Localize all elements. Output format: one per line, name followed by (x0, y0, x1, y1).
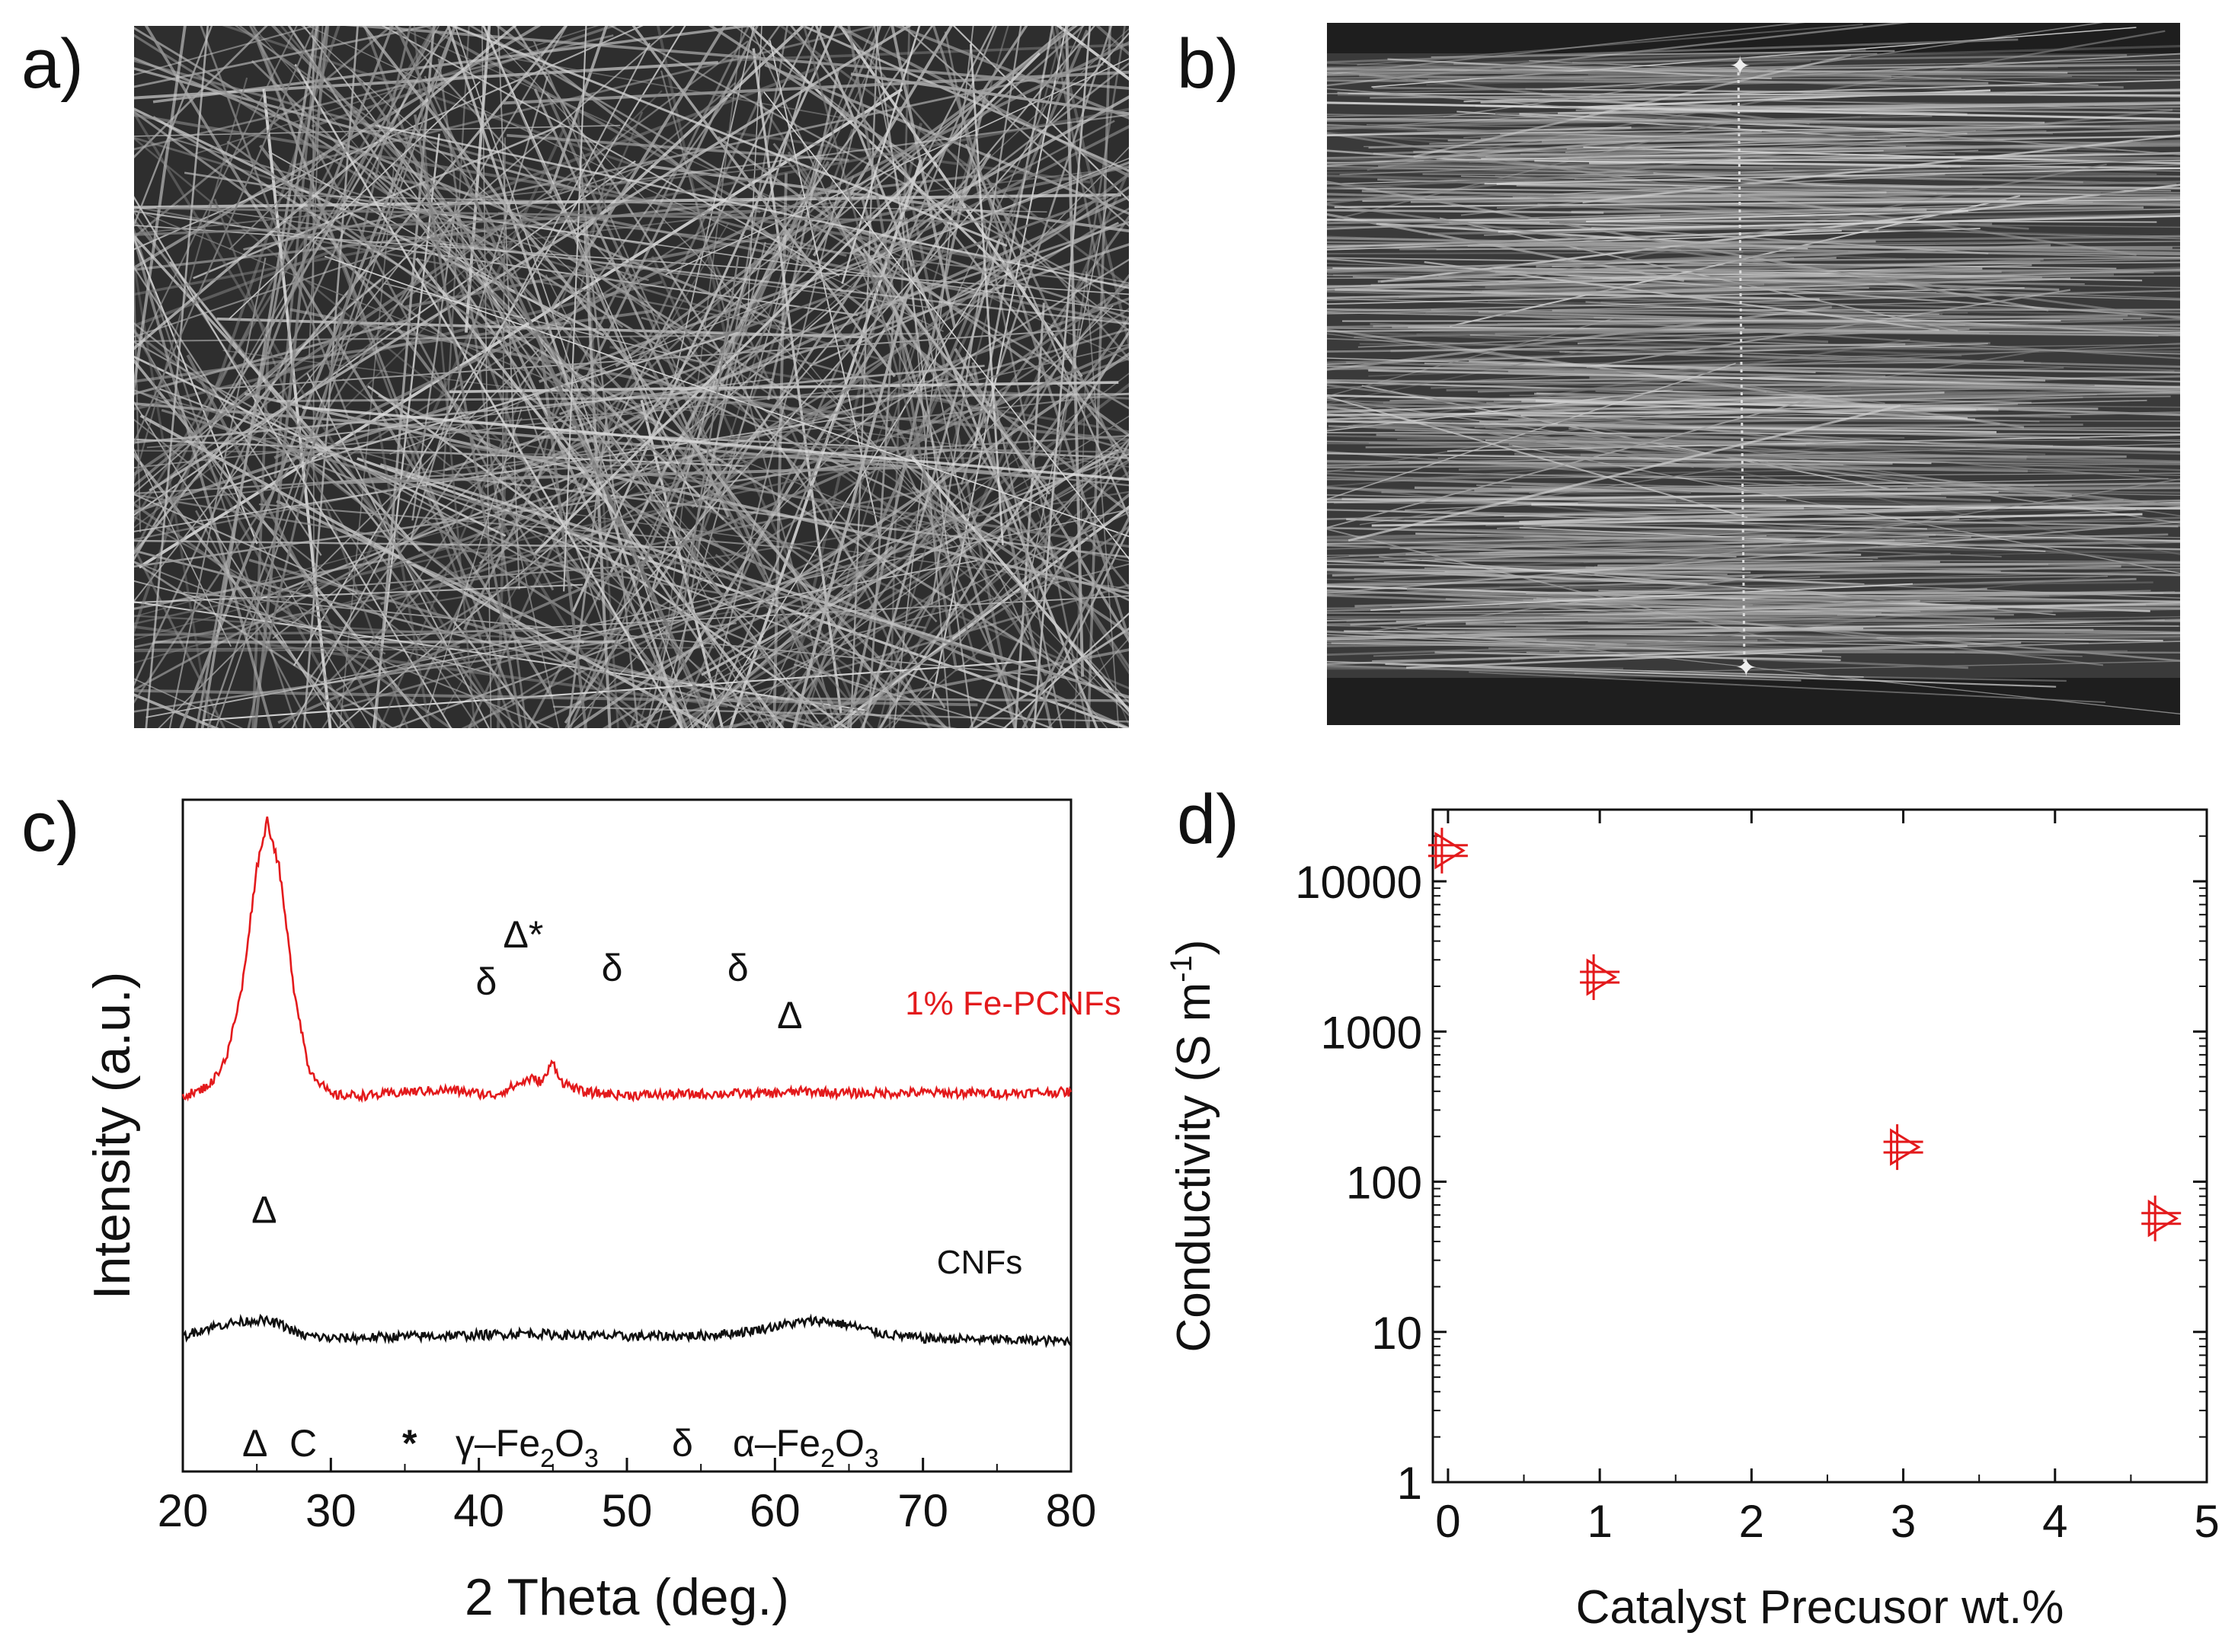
legend-label-alpha-mid: O (835, 1422, 865, 1465)
x-tick-label: 80 (1046, 1485, 1097, 1536)
series-label-fe-pcnfs: 1% Fe-PCNFs (905, 985, 1121, 1022)
x-tick-label: 20 (158, 1485, 209, 1536)
y-axis-label-sup: -1 (1165, 955, 1198, 983)
legend-label-alpha-text: α–Fe (733, 1422, 820, 1465)
x-tick-label: 1 (1587, 1496, 1612, 1547)
y-axis-label-end: ) (1168, 939, 1220, 955)
x-tick-label: 4 (2042, 1496, 2067, 1547)
legend-symbol-carbon: Δ (242, 1422, 267, 1465)
legend-label-alpha-sub2: 3 (865, 1444, 879, 1473)
legend-label-gamma-sub1: 2 (540, 1444, 555, 1473)
peak-marker: Δ (251, 1189, 277, 1232)
data-point-triangle (1891, 1130, 1919, 1164)
legend-label-gamma-sub2: 3 (584, 1444, 599, 1473)
conductivity-chart: 0 1 2 3 4 5110100100010000Catalyst Precusor w… (1143, 0, 2238, 1652)
x-tick-label: 50 (602, 1485, 653, 1536)
y-axis-label-main: Conductivity (S m (1168, 983, 1220, 1353)
legend-label-gamma-fe2o3: γ–Fe2O3 (456, 1422, 599, 1473)
x-tick-label: 70 (897, 1485, 948, 1536)
peak-marker: δ (475, 960, 497, 1003)
peak-marker: Δ* (504, 913, 544, 956)
x-tick-label: 2 (1739, 1496, 1764, 1547)
legend-label-gamma-mid: O (555, 1422, 584, 1465)
x-axis-label: Catalyst Precusor wt.% (1576, 1581, 2064, 1634)
data-point (1428, 828, 1468, 874)
legend-symbol-alpha: δ (672, 1422, 693, 1465)
xrd-chart: 20 30 40 50 60 70 80 2 Theta (deg.) Intensity (a… (0, 0, 1143, 1652)
legend-label-alpha-sub1: 2 (820, 1444, 835, 1473)
y-axis-label: Intensity (a.u.) (83, 972, 141, 1300)
data-point (2141, 1196, 2181, 1241)
series-label-cnfs: CNFs (937, 1244, 1022, 1281)
legend-symbol-gamma: * (402, 1422, 417, 1465)
peak-marker: δ (602, 947, 623, 989)
legend-label-gamma-text: γ–Fe (456, 1422, 540, 1465)
data-point-triangle (1587, 960, 1615, 994)
legend-label-carbon: C (289, 1422, 317, 1465)
xrd-plot-frame (183, 800, 1071, 1471)
x-tick-label: 40 (453, 1485, 504, 1536)
x-axis-label: 2 Theta (deg.) (465, 1568, 789, 1626)
x-tick-label: 0 (1435, 1496, 1460, 1547)
legend-label-alpha-fe2o3: α–Fe2O3 (733, 1422, 879, 1473)
peak-marker: δ (727, 947, 749, 989)
data-point (1884, 1124, 1923, 1170)
data-point (1580, 954, 1619, 1000)
y-axis-label: Conductivity (S m-1) (1165, 939, 1220, 1352)
y-tick-label: 1000 (1321, 1007, 1422, 1058)
x-tick-label: 30 (305, 1485, 356, 1536)
y-tick-label: 1 (1397, 1458, 1422, 1509)
xrd-series-line (183, 1316, 1071, 1346)
x-tick-label: 3 (1891, 1496, 1916, 1547)
y-tick-label: 10000 (1295, 857, 1422, 908)
peak-marker: Δ (777, 994, 802, 1037)
data-point-triangle (1436, 834, 1463, 868)
xrd-series-line (183, 816, 1071, 1100)
y-tick-label: 100 (1346, 1158, 1422, 1209)
data-point-triangle (2149, 1202, 2176, 1235)
x-tick-label: 60 (750, 1485, 801, 1536)
conductivity-plot-frame (1433, 810, 2207, 1482)
x-tick-label: 5 (2194, 1496, 2219, 1547)
y-tick-label: 10 (1371, 1308, 1422, 1359)
